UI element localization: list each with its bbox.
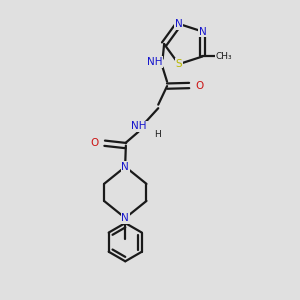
Text: NH: NH xyxy=(131,122,147,131)
Text: N: N xyxy=(175,19,183,29)
Text: CH₃: CH₃ xyxy=(216,52,232,61)
Text: H: H xyxy=(154,130,161,139)
Text: NH: NH xyxy=(147,57,162,67)
Text: N: N xyxy=(122,213,129,223)
Text: S: S xyxy=(176,59,182,69)
Text: O: O xyxy=(90,138,98,148)
Text: N: N xyxy=(122,162,129,172)
Text: N: N xyxy=(199,26,206,37)
Text: O: O xyxy=(195,80,204,91)
